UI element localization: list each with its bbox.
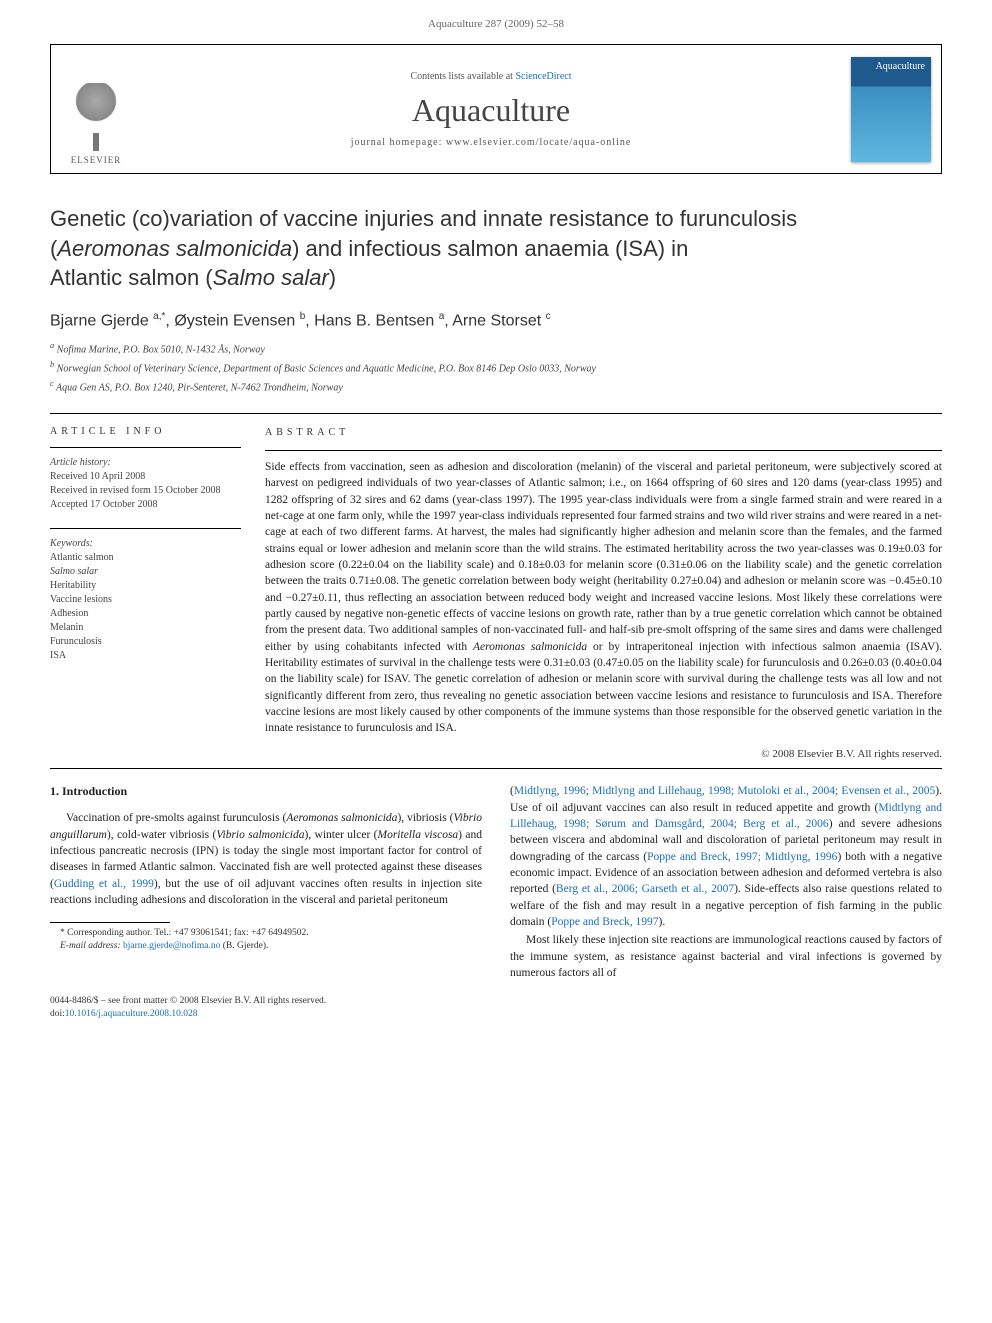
title-l3-pre: Atlantic salmon ( [50,265,213,290]
aff-a-text: Nofima Marine, P.O. Box 5010, N-1432 Ås,… [57,345,265,356]
journal-cover-title: Aquaculture [851,57,931,76]
doi-link[interactable]: 10.1016/j.aquaculture.2008.10.028 [65,1009,198,1019]
author-2: , Øystein Evensen [165,312,299,329]
journal-cover-icon: Aquaculture [851,57,931,162]
c2-ref3[interactable]: Poppe and Breck, 1997; Midtlyng, 1996 [647,851,837,863]
sciencedirect-link[interactable]: ScienceDirect [515,71,571,82]
c1-ref1[interactable]: Gudding et al., 1999 [54,878,154,890]
copyright-line: © 2008 Elsevier B.V. All rights reserved… [265,747,942,763]
c2-ref5[interactable]: Poppe and Breck, 1997 [551,916,658,928]
divider-2 [50,768,942,769]
info-abstract-row: article info Article history: Received 1… [0,420,992,762]
footnote-rule [50,922,170,923]
info-divider [50,447,241,448]
author-1-aff: a, [153,311,161,322]
keyword-8: ISA [50,649,241,663]
body-column-left: 1. Introduction Vaccination of pre-smolt… [50,783,482,983]
c2-ref1[interactable]: Midtlyng, 1996; Midtlyng and Lillehaug, … [514,785,935,797]
abstract-text: Side effects from vaccination, seen as a… [265,459,942,737]
author-4: , Arne Storset [444,312,545,329]
article-info-column: article info Article history: Received 1… [50,426,265,762]
c1-c: ), cold-water vibriosis ( [107,829,216,841]
title-l2-mid: ) and infectious salmon anaemia (ISA) in [292,236,688,261]
section-1-heading: 1. Introduction [50,783,482,800]
c1-it3: Vibrio salmonicida [216,829,304,841]
elsevier-tree-icon [71,83,121,143]
affiliation-b: b Norwegian School of Veterinary Science… [50,359,942,377]
history-received: Received 10 April 2008 [50,470,241,484]
abstract-p2: or by intraperitoneal injection with inf… [265,641,942,735]
contents-prefix: Contents lists available at [410,71,515,82]
c2-ref4[interactable]: Berg et al., 2006; Garseth et al., 2007 [556,883,734,895]
keyword-2: Salmo salar [50,565,241,579]
affiliation-c: c Aqua Gen AS, P.O. Box 1240, Pir-Senter… [50,378,942,396]
c1-it1: Aeromonas salmonicida [286,812,397,824]
author-3: , Hans B. Bentsen [305,312,438,329]
running-header: Aquaculture 287 (2009) 52–58 [0,0,992,36]
journal-banner: ELSEVIER Contents lists available at Sci… [50,44,942,174]
affiliations: a Nofima Marine, P.O. Box 5010, N-1432 Å… [0,336,992,406]
contents-available: Contents lists available at ScienceDirec… [410,71,571,82]
keyword-5: Adhesion [50,607,241,621]
publisher-logo-box: ELSEVIER [51,45,141,173]
affiliation-a: a Nofima Marine, P.O. Box 5010, N-1432 Å… [50,340,942,358]
bottom-bar: 0044-8486/$ – see front matter © 2008 El… [50,995,942,1021]
title-l3-post: ) [329,265,336,290]
c1-d: ), winter ulcer ( [304,829,377,841]
article-info-heading: article info [50,426,241,437]
abstract-p1: Side effects from vaccination, seen as a… [265,461,942,653]
elsevier-logo: ELSEVIER [61,65,131,165]
keyword-3: Heritability [50,579,241,593]
author-4-aff: c [546,311,551,322]
c1-it4: Moritella viscosa [378,829,459,841]
title-l2-it1: Aeromonas salmonicida [57,236,292,261]
abstract-divider [265,450,942,451]
homepage-url[interactable]: www.elsevier.com/locate/aqua-online [446,137,631,148]
intro-p1: Vaccination of pre-smolts against furunc… [50,810,482,908]
keyword-6: Melanin [50,621,241,635]
keyword-1: Atlantic salmon [50,551,241,565]
title-l3-it: Salmo salar [213,265,329,290]
homepage-label: journal homepage: [351,137,446,148]
email-post: (B. Gjerde). [220,941,268,951]
journal-title: Aquaculture [412,92,570,129]
keyword-7: Furunculosis [50,635,241,649]
keywords-block: Keywords: Atlantic salmon Salmo salar He… [50,537,241,663]
doi-line: doi:10.1016/j.aquaculture.2008.10.028 [50,1008,942,1021]
email-link[interactable]: bjarne.gjerde@nofima.no [123,941,220,951]
abstract-heading: abstract [265,426,942,440]
abstract-it1: Aeromonas salmonicida [473,641,587,653]
aff-c-text: Aqua Gen AS, P.O. Box 1240, Pir-Senteret… [56,382,343,393]
authors-line: Bjarne Gjerde a,*, Øystein Evensen b, Ha… [0,297,992,336]
publisher-name: ELSEVIER [71,155,122,165]
abstract-column: abstract Side effects from vaccination, … [265,426,942,762]
aff-b-text: Norwegian School of Veterinary Science, … [57,364,596,375]
c1-b: ), vibriosis ( [397,812,453,824]
article-history: Article history: Received 10 April 2008 … [50,456,241,512]
doi-label: doi: [50,1009,65,1019]
journal-homepage: journal homepage: www.elsevier.com/locat… [351,137,632,148]
history-accepted: Accepted 17 October 2008 [50,498,241,512]
article-title: Genetic (co)variation of vaccine injurie… [0,194,992,297]
intro-p2: Most likely these injection site reactio… [510,932,942,981]
divider [50,413,942,414]
c2-f: ). [659,916,666,928]
keywords-label: Keywords: [50,537,241,551]
front-matter-line: 0044-8486/$ – see front matter © 2008 El… [50,995,942,1008]
banner-center: Contents lists available at ScienceDirec… [141,45,841,173]
intro-p1-cont: (Midtlyng, 1996; Midtlyng and Lillehaug,… [510,783,942,930]
email-line: E-mail address: bjarne.gjerde@nofima.no … [50,940,482,953]
title-line1: Genetic (co)variation of vaccine injurie… [50,206,797,231]
author-1: Bjarne Gjerde [50,312,153,329]
body-columns: 1. Introduction Vaccination of pre-smolt… [0,775,992,983]
email-label: E-mail address: [60,941,123,951]
history-label: Article history: [50,456,241,470]
info-divider-2 [50,528,241,529]
keyword-4: Vaccine lesions [50,593,241,607]
journal-cover-box: Aquaculture [841,45,941,173]
corresponding-author: * Corresponding author. Tel.: +47 930615… [50,927,482,940]
c1-a: Vaccination of pre-smolts against furunc… [66,812,286,824]
history-revised: Received in revised form 15 October 2008 [50,484,241,498]
body-column-right: (Midtlyng, 1996; Midtlyng and Lillehaug,… [510,783,942,983]
